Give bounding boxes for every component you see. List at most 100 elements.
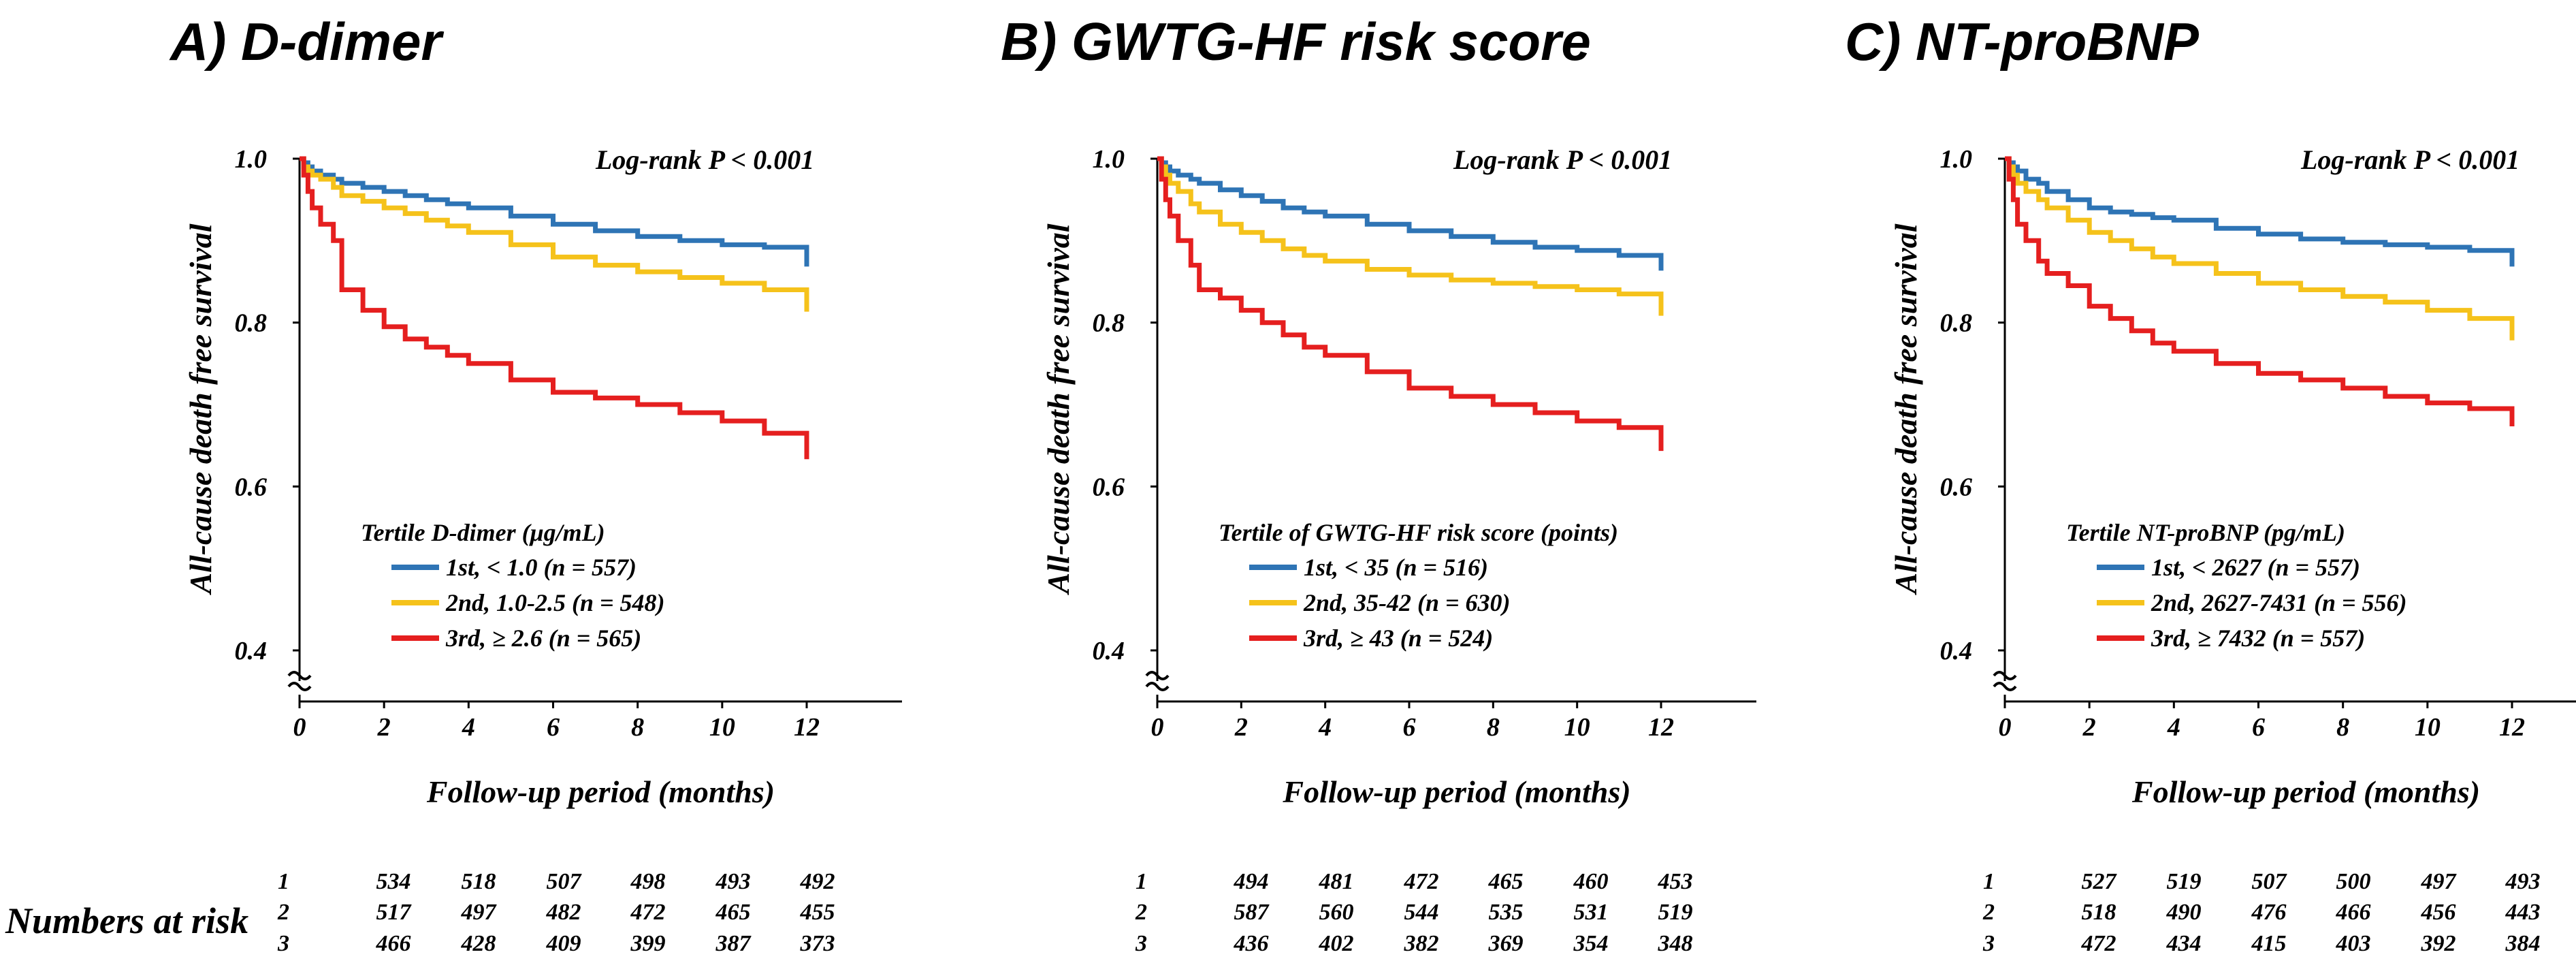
x-tick-label: 2	[2082, 713, 2096, 742]
risk-count: 466	[2336, 900, 2371, 925]
x-tick-label: 4	[2167, 713, 2180, 742]
risk-count: 535	[1489, 900, 1524, 925]
x-tick-label: 10	[2415, 713, 2441, 742]
log-rank-annotation: Log-rank P < 0.001	[2300, 144, 2519, 175]
risk-count: 465	[1488, 869, 1524, 894]
risk-count: 507	[547, 869, 583, 894]
risk-count: 443	[2505, 900, 2541, 925]
risk-count: 399	[630, 931, 666, 956]
y-tick-label: 0.4	[1940, 637, 1973, 665]
x-tick-label: 4	[462, 713, 475, 742]
risk-count: 453	[1658, 869, 1693, 894]
x-tick-label: 12	[794, 713, 820, 742]
risk-count: 348	[1658, 931, 1693, 956]
survival-curve-tertile-2	[300, 156, 809, 312]
x-tick-label: 8	[631, 713, 644, 742]
risk-count: 472	[1404, 869, 1439, 894]
risk-count: 498	[630, 869, 666, 894]
y-tick-label: 1.0	[1093, 145, 1125, 174]
x-tick-label: 6	[547, 713, 560, 742]
risk-count: 519	[2167, 869, 2202, 894]
legend-title: Tertile of GWTG-HF risk score (points)	[1219, 519, 1618, 546]
risk-count: 497	[461, 900, 498, 925]
risk-count: 460	[1573, 869, 1609, 894]
y-tick-label: 0.8	[1093, 309, 1125, 338]
x-tick-label: 0	[1999, 713, 2012, 742]
y-tick-label: 0.4	[1093, 637, 1125, 665]
risk-table: 1 527 519 507 500 497 493 2 518 490 476 466 456 443 3 4…	[1982, 869, 2541, 956]
risk-count: 392	[2421, 931, 2456, 956]
risk-count: 466	[376, 931, 411, 956]
legend: Tertile D-dimer (μg/mL) 1st, < 1.0 (n = 5…	[361, 519, 665, 652]
survival-curve-tertile-2	[1157, 156, 1664, 316]
risk-count: 472	[2081, 931, 2116, 956]
risk-row-label: 3	[1135, 931, 1147, 956]
panel-title: C) NT-proBNP	[1845, 12, 2200, 72]
risk-row-label: 3	[1982, 931, 1995, 956]
y-tick-label: 0.6	[235, 473, 268, 501]
risk-count: 500	[2336, 869, 2371, 894]
x-tick-label: 10	[1564, 713, 1590, 742]
y-tick-label: 0.6	[1093, 473, 1125, 501]
survival-curve-tertile-3	[2005, 156, 2515, 426]
x-tick-label: 2	[377, 713, 391, 742]
risk-count: 519	[1658, 900, 1693, 925]
y-axis-label: All-cause death free survival	[1041, 223, 1076, 595]
legend-label-tertile-1: 1st, < 2627 (n = 557)	[2151, 554, 2360, 581]
risk-table: 1 534 518 507 498 493 492 2 517 497 482 472 465 455 3 4…	[277, 869, 835, 956]
x-tick-label: 12	[2499, 713, 2525, 742]
panel-title: A) D-dimer	[169, 12, 444, 72]
legend-label-tertile-1: 1st, < 1.0 (n = 557)	[446, 554, 637, 581]
risk-count: 354	[1573, 931, 1609, 956]
risk-count: 387	[715, 931, 752, 956]
risk-count: 456	[2421, 900, 2456, 925]
x-tick-label: 8	[2336, 713, 2349, 742]
panel-title: B) GWTG-HF risk score	[1001, 12, 1591, 72]
risk-count: 490	[2166, 900, 2202, 925]
y-tick-label: 0.6	[1940, 473, 1973, 501]
risk-count: 497	[2421, 869, 2458, 894]
x-tick-label: 2	[1234, 713, 1248, 742]
numbers-at-risk-label: Numbers at risk	[5, 900, 248, 941]
risk-count: 384	[2505, 931, 2541, 956]
legend-label-tertile-2: 2nd, 2627-7431 (n = 556)	[2151, 589, 2407, 616]
x-tick-label: 4	[1318, 713, 1332, 742]
axis-break-wave	[287, 671, 312, 680]
risk-count: 544	[1404, 900, 1439, 925]
risk-count: 415	[2251, 931, 2287, 956]
y-tick-label: 0.4	[235, 637, 268, 665]
x-axis-label: Follow-up period (months)	[426, 774, 775, 809]
risk-count: 369	[1488, 931, 1524, 956]
x-tick-label: 0	[1151, 713, 1164, 742]
km-panel-2: B) GWTG-HF risk score 1.0 0.8 0.6 0.4 0 2 4 6 8 10…	[1001, 12, 1756, 956]
risk-count: 493	[715, 869, 751, 894]
axis-break-mark	[1145, 671, 1170, 691]
risk-count: 402	[1319, 931, 1354, 956]
survival-curve-tertile-1	[1157, 156, 1664, 271]
x-tick-label: 0	[293, 713, 306, 742]
risk-row-label: 2	[1982, 900, 1995, 925]
risk-count: 403	[2336, 931, 2371, 956]
axis-break-wave	[287, 682, 312, 691]
legend-label-tertile-3: 3rd, ≥ 43 (n = 524)	[1303, 625, 1493, 652]
risk-count: 482	[546, 900, 581, 925]
x-tick-label: 6	[2252, 713, 2265, 742]
y-tick-label: 1.0	[235, 145, 268, 174]
x-tick-label: 6	[1403, 713, 1416, 742]
risk-count: 465	[715, 900, 751, 925]
axis-break-wave	[1145, 682, 1170, 691]
risk-count: 382	[1404, 931, 1439, 956]
y-tick-label: 1.0	[1940, 145, 1973, 174]
risk-count: 517	[376, 900, 413, 925]
risk-count: 507	[2252, 869, 2288, 894]
risk-count: 493	[2505, 869, 2541, 894]
y-tick-label: 0.8	[235, 309, 268, 338]
x-axis-label: Follow-up period (months)	[2131, 774, 2480, 809]
risk-count: 373	[800, 931, 835, 956]
axis-break-mark	[287, 671, 312, 691]
legend-title: Tertile NT-proBNP (pg/mL)	[2066, 519, 2345, 546]
risk-count: 434	[2166, 931, 2202, 956]
